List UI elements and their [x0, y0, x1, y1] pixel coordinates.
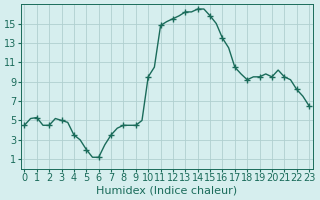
X-axis label: Humidex (Indice chaleur): Humidex (Indice chaleur)	[96, 186, 237, 196]
